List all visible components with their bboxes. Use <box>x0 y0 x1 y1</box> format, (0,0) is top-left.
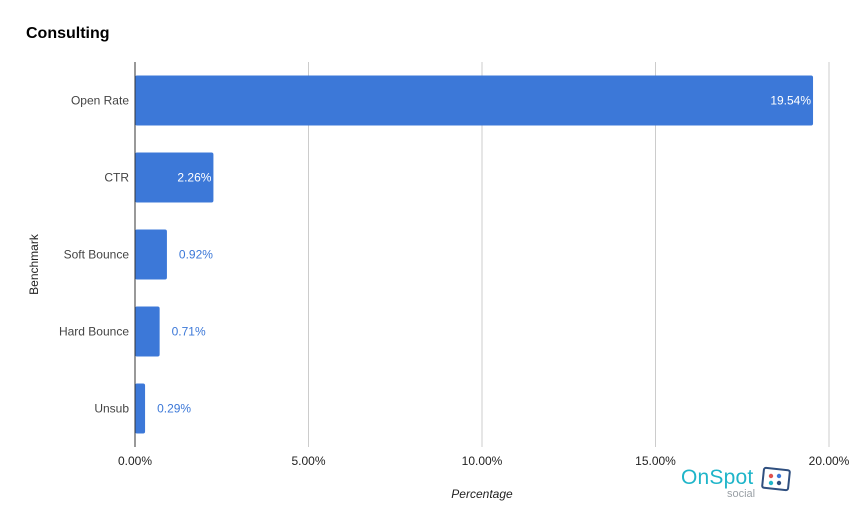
chart-title: Consulting <box>26 25 110 42</box>
data-label: 19.54% <box>770 94 811 108</box>
bars <box>135 75 814 434</box>
data-label: 0.92% <box>179 248 213 262</box>
data-labels: 19.54% 2.26% 0.92% 0.71% 0.29% <box>157 94 811 416</box>
bar <box>135 75 814 126</box>
profile-card-icon <box>761 466 791 492</box>
brand-subtitle: social <box>727 488 756 500</box>
brand-logo: OnSpot social <box>681 466 796 502</box>
x-tick-label: 20.00% <box>809 454 850 468</box>
bar <box>135 306 160 357</box>
gridlines <box>308 62 830 447</box>
data-label: 0.71% <box>172 325 206 339</box>
bar <box>135 152 214 203</box>
data-label: 0.29% <box>157 402 191 416</box>
x-tick-label: 5.00% <box>291 454 325 468</box>
x-tick-label: 10.00% <box>462 454 503 468</box>
category-label: Hard Bounce <box>59 325 129 339</box>
category-labels: Open Rate CTR Soft Bounce Hard Bounce Unsub <box>59 94 129 416</box>
x-tick-labels: 0.00% 5.00% 10.00% 15.00% 20.00% <box>118 454 850 468</box>
category-label: CTR <box>104 171 129 185</box>
x-axis-label: Percentage <box>451 487 513 501</box>
bar <box>135 383 146 434</box>
category-label: Unsub <box>94 402 129 416</box>
bar <box>135 229 167 280</box>
data-label: 2.26% <box>177 171 211 185</box>
category-label: Soft Bounce <box>64 248 130 262</box>
category-label: Open Rate <box>71 94 129 108</box>
x-tick-label: 15.00% <box>635 454 676 468</box>
x-tick-label: 0.00% <box>118 454 152 468</box>
y-axis-label: Benchmark <box>27 233 41 295</box>
brand-name: OnSpot <box>681 466 754 489</box>
